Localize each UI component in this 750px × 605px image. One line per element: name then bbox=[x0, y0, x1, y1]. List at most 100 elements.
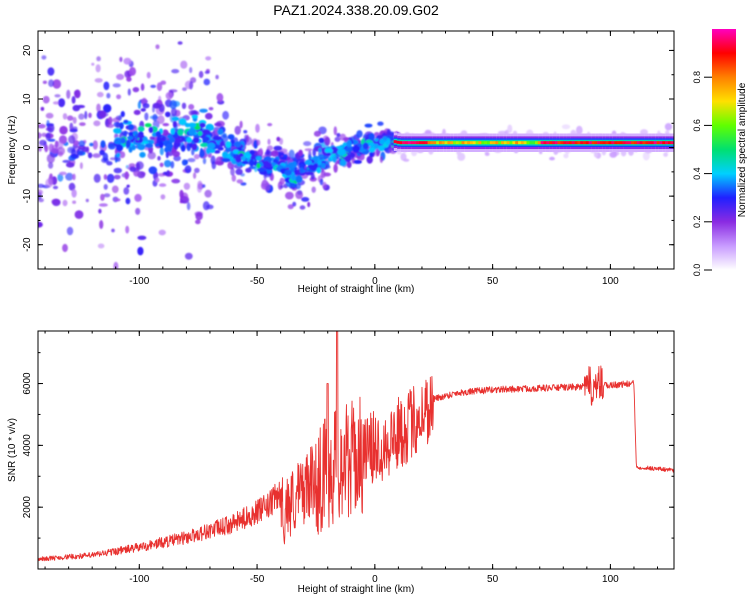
spectrogram-cell bbox=[250, 154, 256, 160]
spectrogram-cell bbox=[172, 120, 177, 128]
spectrogram-cell bbox=[353, 159, 362, 164]
spectrogram-cell bbox=[192, 137, 200, 144]
spectrogram-cell bbox=[135, 161, 144, 170]
spectrogram-cell bbox=[294, 183, 301, 190]
spectrogram-cell bbox=[642, 151, 650, 161]
spectrogram-cell bbox=[178, 118, 187, 126]
spectrogram-cell bbox=[166, 170, 170, 177]
spectrogram-cell bbox=[135, 207, 141, 215]
spectrogram-cell bbox=[304, 159, 312, 165]
spectrogram-cell bbox=[487, 141, 490, 145]
spectrogram-cell bbox=[554, 141, 558, 145]
spectrogram-cell bbox=[245, 167, 252, 173]
spectrogram-cell bbox=[158, 183, 167, 187]
spectrogram-cell bbox=[124, 171, 129, 180]
spectrogram-cell bbox=[368, 147, 376, 153]
spectrogram-cell bbox=[441, 141, 445, 145]
spectrogram-cell bbox=[207, 142, 216, 150]
spectrogram-cell bbox=[340, 159, 347, 167]
spectrogram-cell bbox=[332, 155, 337, 163]
spectrogram-plot-area bbox=[38, 41, 674, 269]
spectrogram-cell bbox=[470, 141, 473, 145]
spectrogram-cell bbox=[316, 167, 322, 174]
spectrogram-cell bbox=[189, 67, 193, 74]
spectrogram-cell bbox=[162, 129, 169, 136]
spectrogram-cell bbox=[241, 155, 246, 162]
spectrogram-cell bbox=[295, 190, 303, 200]
spectrogram-cell bbox=[204, 189, 212, 198]
spectrogram-cell bbox=[188, 128, 196, 136]
spectrogram-cell bbox=[132, 87, 140, 93]
spectrogram-cell bbox=[367, 142, 375, 147]
spectrogram-cell bbox=[125, 225, 130, 234]
spectrogram-cell bbox=[287, 204, 294, 210]
spectrogram-cell bbox=[233, 153, 238, 158]
spectrogram-cell bbox=[125, 140, 131, 148]
spectrogram-cell bbox=[249, 158, 255, 167]
spectrogram-cell bbox=[326, 152, 331, 156]
spectrogram-cell bbox=[266, 145, 274, 151]
spectrogram-cell bbox=[51, 144, 58, 152]
spectrogram-cell bbox=[543, 141, 547, 145]
spectrogram-cell bbox=[186, 137, 192, 143]
x-tick-label: 0 bbox=[372, 276, 378, 287]
spectrogram-cell bbox=[273, 145, 283, 151]
spectrogram-cell bbox=[323, 172, 331, 177]
spectrogram-cell bbox=[255, 156, 262, 161]
spectrogram-cell bbox=[235, 155, 242, 163]
spectrogram-cell bbox=[377, 121, 384, 126]
spectrogram-cell bbox=[96, 91, 104, 98]
spectrogram-cell bbox=[140, 83, 145, 91]
spectrogram-cell bbox=[98, 203, 108, 207]
spectrogram-cell bbox=[65, 162, 75, 168]
snr-x-axis: -100 -50 0 50 100 bbox=[44, 331, 659, 585]
spectrogram-cell bbox=[345, 146, 354, 152]
spectrogram-cell bbox=[181, 159, 188, 166]
x-tick-label: -100 bbox=[129, 574, 149, 585]
spectrogram-cell bbox=[503, 141, 507, 145]
spectrogram-cell bbox=[227, 134, 235, 140]
spectrogram-cell bbox=[379, 156, 383, 163]
spectrogram-cell bbox=[88, 112, 92, 119]
spectrogram-cell bbox=[149, 136, 155, 141]
spectrogram-cell bbox=[670, 141, 674, 145]
spectrogram-cell bbox=[113, 128, 122, 134]
spectrogram-cell bbox=[475, 141, 479, 145]
spectrogram-cell bbox=[384, 147, 390, 152]
spectrogram-cell bbox=[344, 155, 352, 163]
spectrogram-cell bbox=[319, 156, 324, 161]
spectrogram-cell bbox=[119, 122, 124, 130]
spectrogram-cell bbox=[41, 55, 47, 60]
snr-y-label: SNR (10 * v/v) bbox=[7, 418, 18, 482]
spectrogram-cell bbox=[318, 147, 322, 153]
y-tick-label: 6000 bbox=[22, 372, 33, 395]
spectrogram-cell bbox=[137, 101, 141, 109]
spectrogram-cell bbox=[42, 80, 48, 85]
spectrogram-cell bbox=[171, 179, 179, 183]
spectrogram-cell bbox=[484, 141, 488, 145]
spectrogram-cell bbox=[243, 130, 248, 134]
spectrogram-cell bbox=[208, 107, 214, 111]
spectrogram-cell bbox=[160, 80, 167, 85]
spectrogram-cell bbox=[47, 67, 55, 76]
spectrogram-cell bbox=[150, 84, 157, 88]
y-tick-label: 4000 bbox=[22, 434, 33, 457]
spectrogram-cell bbox=[214, 122, 222, 127]
spectrogram-cell bbox=[222, 110, 230, 120]
spectrogram-cell bbox=[52, 185, 59, 190]
spectrogram-cell bbox=[123, 187, 130, 195]
spectrogram-cell bbox=[257, 167, 266, 173]
colorbar-tick-label: 0.6 bbox=[692, 119, 702, 132]
spectrogram-cell bbox=[602, 141, 606, 145]
spectrogram-cell bbox=[119, 56, 123, 63]
spectrogram-cell bbox=[402, 141, 406, 145]
spectrogram-cell bbox=[162, 123, 170, 127]
spectrogram-cell bbox=[313, 130, 321, 137]
spectrogram-cell bbox=[303, 141, 312, 147]
spectrogram-cell bbox=[205, 56, 212, 61]
spectrogram-cell bbox=[106, 173, 115, 183]
colorbar-label: Normalized spectral amplitude bbox=[737, 82, 748, 217]
spectrogram-cell bbox=[113, 121, 121, 128]
